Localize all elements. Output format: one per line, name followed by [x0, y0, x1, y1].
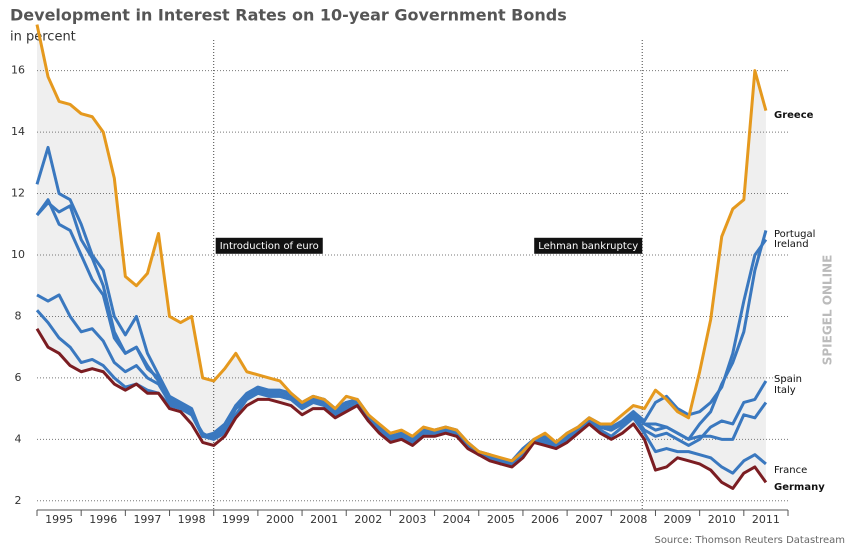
x-tick-label: 2007: [575, 513, 603, 526]
chart-subtitle: in percent: [10, 30, 76, 45]
y-tick-label: 2: [15, 494, 22, 507]
y-tick-label: 6: [15, 371, 22, 384]
x-tick-label: 2003: [399, 513, 427, 526]
x-tick-label: 1995: [45, 513, 73, 526]
x-tick-label: 2011: [752, 513, 780, 526]
y-tick-label: 4: [15, 432, 22, 445]
source: Source: Thomson Reuters Datastream: [654, 535, 845, 546]
chart-title: Development in Interest Rates on 10-year…: [10, 6, 567, 25]
series-line: [35, 24, 768, 463]
y-tick-label: 10: [11, 248, 25, 261]
x-tick-label: 1996: [89, 513, 117, 526]
y-tick-label: 14: [11, 125, 25, 138]
series-label: Italy: [774, 385, 796, 396]
x-tick-label: 1997: [133, 513, 161, 526]
series-label: Spain: [774, 374, 802, 385]
annotation: Introduction of euro: [220, 241, 319, 252]
x-tick-label: 2006: [531, 513, 559, 526]
series-line: [35, 145, 768, 463]
x-tick-label: 1999: [222, 513, 250, 526]
annotation: Lehman bankruptcy: [538, 241, 638, 252]
x-tick-label: 2004: [443, 513, 471, 526]
y-tick-label: 16: [11, 64, 25, 77]
series-label: Portugal: [774, 229, 815, 240]
y-tick-label: 8: [15, 309, 22, 322]
x-tick-label: 2010: [708, 513, 736, 526]
series-label: Ireland: [774, 239, 809, 250]
series-label: Germany: [774, 482, 825, 493]
x-tick-label: 1998: [178, 513, 206, 526]
x-tick-label: 2008: [619, 513, 647, 526]
x-tick-label: 2005: [487, 513, 515, 526]
series-label: France: [774, 465, 807, 476]
watermark: SPIEGEL ONLINE: [821, 255, 835, 366]
x-tick-label: 2000: [266, 513, 294, 526]
series-line: [35, 327, 768, 490]
spread-band: [37, 24, 766, 489]
x-tick-label: 2001: [310, 513, 338, 526]
y-tick-label: 12: [11, 187, 25, 200]
series-label: Greece: [774, 110, 814, 121]
annotation-box: [215, 237, 323, 254]
annotation-box: [534, 237, 643, 254]
x-tick-label: 2009: [664, 513, 692, 526]
x-tick-label: 2002: [354, 513, 382, 526]
